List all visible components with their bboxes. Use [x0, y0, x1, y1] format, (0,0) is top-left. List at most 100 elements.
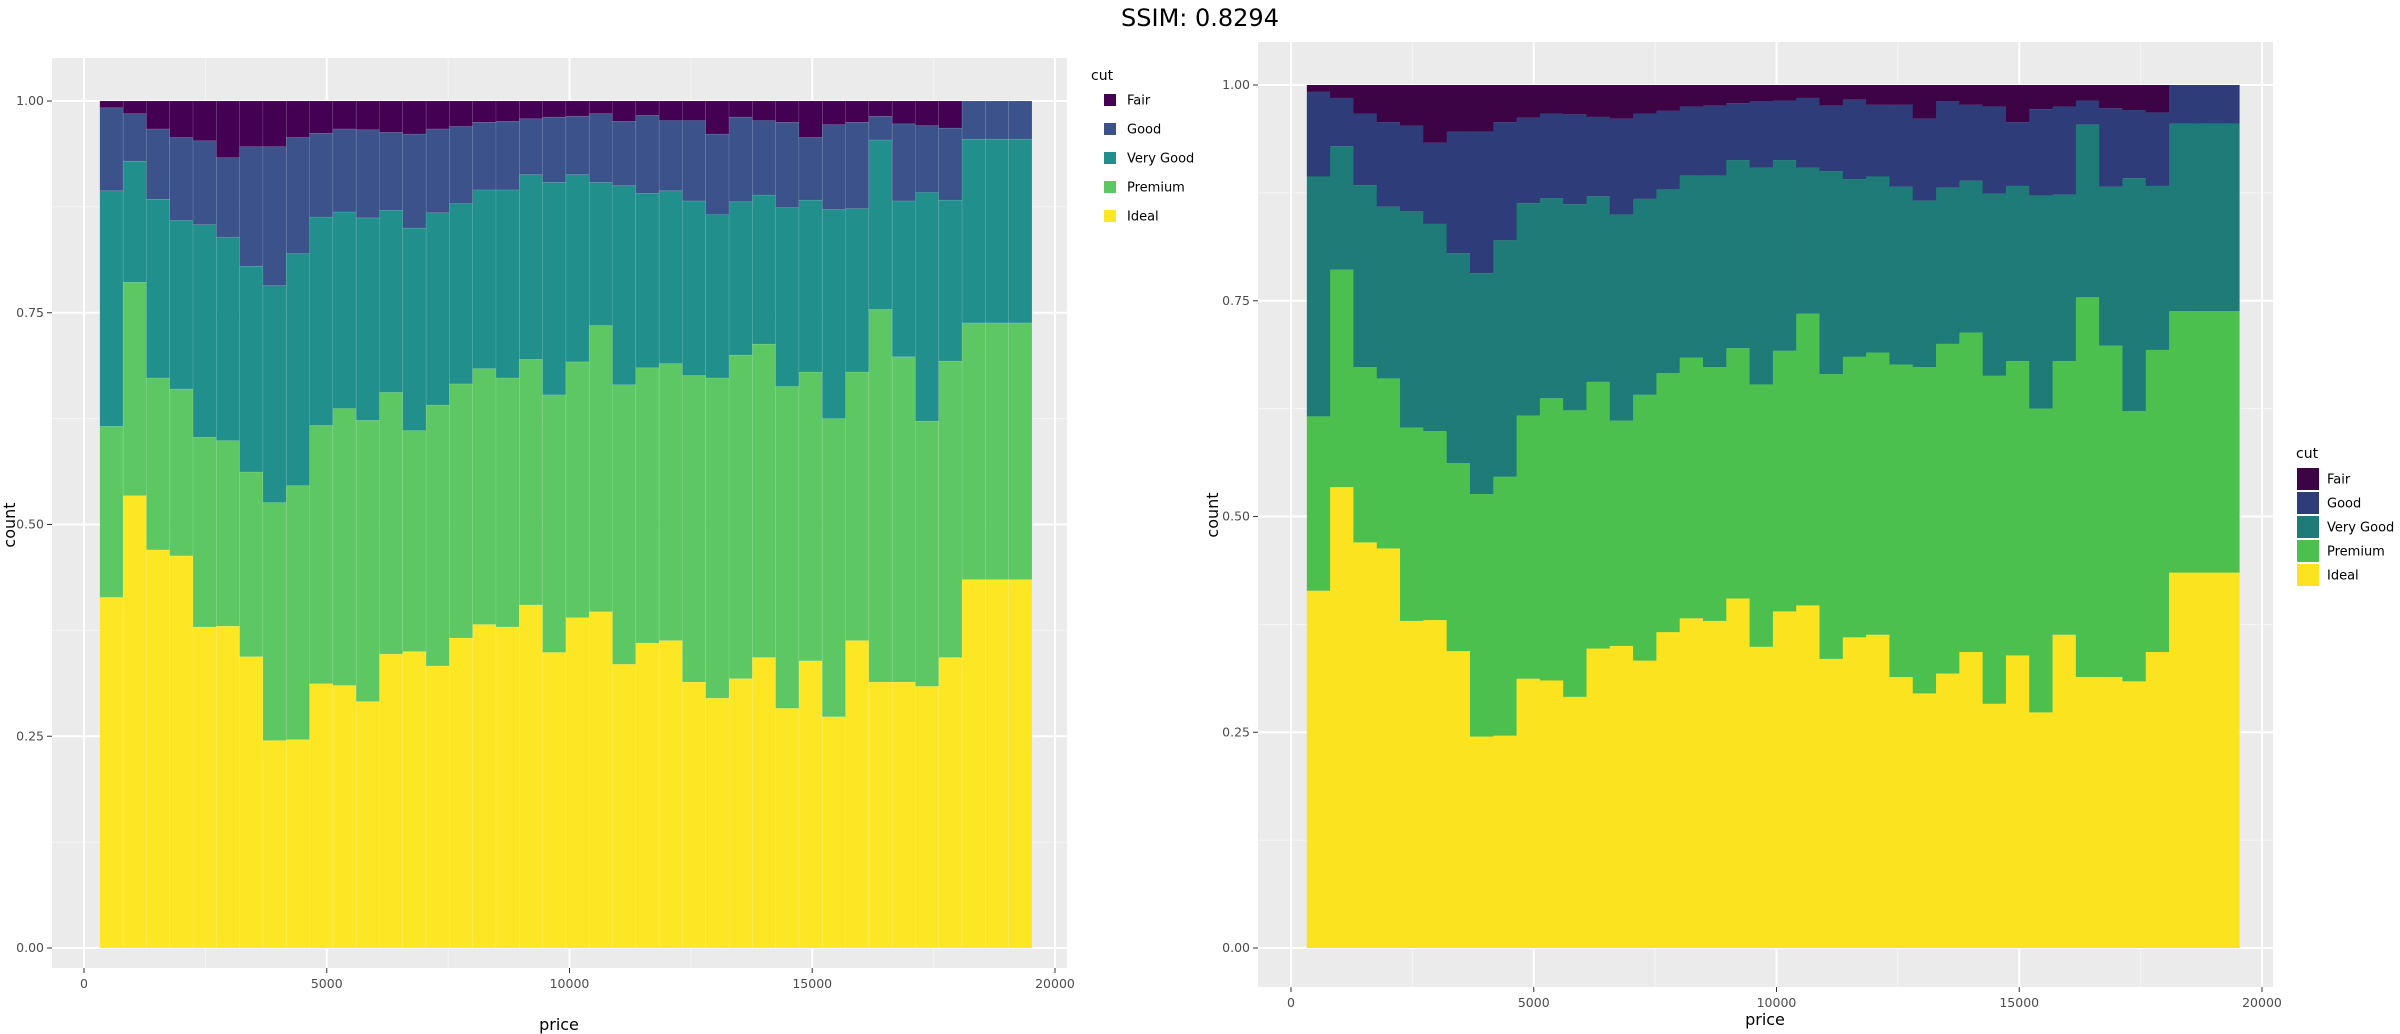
bar-good	[612, 121, 637, 187]
bar-very-good	[355, 217, 380, 421]
bar-premium	[355, 420, 380, 702]
bar-premium	[1772, 350, 1797, 612]
bar-very-good	[2169, 123, 2193, 312]
bar-fair	[402, 100, 427, 135]
bar-premium	[1889, 364, 1914, 678]
bar-good	[1469, 131, 1494, 274]
bar-premium	[845, 371, 870, 641]
bar-fair	[495, 100, 520, 122]
bar-very-good	[752, 194, 776, 345]
bar-premium	[495, 377, 520, 628]
legend: cut Fair Good Very Good Premium Ideal	[2296, 446, 2394, 586]
y-tick-label: 1.00	[1222, 77, 1250, 92]
bar-premium	[192, 436, 217, 628]
bar-very-good	[1353, 185, 1378, 368]
bar-very-good	[472, 189, 497, 369]
bar-very-good	[495, 189, 520, 379]
bar-ideal	[915, 685, 940, 949]
bar-good	[1749, 101, 1774, 168]
bar-ideal	[845, 640, 870, 949]
bar-fair	[612, 100, 637, 122]
bar-good	[798, 137, 823, 201]
y-tick-label: 0.50	[16, 517, 44, 532]
bar-very-good	[1982, 193, 2007, 376]
bar-ideal	[1376, 548, 1401, 948]
bar-ideal	[472, 624, 497, 949]
ssim-title: SSIM: 0.8294	[1121, 4, 1279, 32]
y-tick-label: 1.00	[16, 93, 44, 108]
bar-fair	[845, 100, 870, 123]
bar-ideal	[1796, 605, 1821, 948]
bar-good	[542, 116, 567, 183]
bar-good	[2099, 108, 2124, 187]
bar-very-good	[1446, 253, 1471, 463]
bar-good	[1702, 105, 1727, 176]
bar-good	[122, 113, 147, 162]
bar-premium	[146, 377, 171, 551]
bar-premium	[542, 394, 567, 653]
bar-fair	[99, 100, 124, 109]
bar-premium	[2215, 311, 2240, 573]
bar-ideal	[1423, 620, 1448, 948]
bar-good	[449, 126, 473, 204]
bar-very-good	[798, 199, 823, 373]
bar-fair	[379, 100, 404, 133]
x-axis-title: price	[1745, 1010, 1785, 1029]
y-tick-label: 0.00	[1222, 940, 1250, 955]
bar-good	[2122, 110, 2147, 179]
bar-ideal	[1726, 598, 1751, 948]
bar-ideal	[449, 637, 473, 949]
bar-very-good	[565, 174, 590, 363]
bar-fair	[1982, 85, 2007, 107]
bar-good	[2192, 85, 2217, 124]
bar-premium	[216, 440, 240, 627]
bar-ideal	[1516, 678, 1541, 948]
bar-fair	[938, 100, 963, 129]
bar-fair	[1889, 85, 1914, 105]
bar-ideal	[565, 617, 590, 949]
bar-premium	[1912, 367, 1937, 694]
bar-very-good	[332, 211, 357, 409]
bar-very-good	[1563, 204, 1588, 411]
bar-fair	[262, 100, 287, 148]
bar-very-good	[682, 200, 707, 376]
bar-fair	[1609, 85, 1634, 119]
bar-very-good	[1516, 203, 1541, 416]
bar-fair	[239, 100, 264, 148]
legend-label-ideal: Ideal	[1127, 210, 1159, 225]
bar-good	[985, 100, 1009, 140]
bar-ideal	[1772, 611, 1797, 948]
bar-fair	[1330, 85, 1355, 98]
bar-good	[379, 132, 404, 211]
bar-ideal	[122, 495, 147, 949]
bar-very-good	[518, 174, 543, 360]
bar-good	[472, 121, 497, 191]
bar-ideal	[1493, 735, 1518, 948]
bar-very-good	[216, 237, 240, 441]
bar-premium	[169, 388, 194, 557]
bar-ideal	[1749, 646, 1774, 948]
legend-key-very-good	[1104, 152, 1116, 164]
bar-good	[1400, 125, 1424, 211]
bar-very-good	[1656, 189, 1681, 374]
bar-fair	[1912, 85, 1937, 119]
bar-ideal	[1539, 680, 1564, 948]
y-tick-label: 0.00	[16, 940, 44, 955]
bar-fair	[2029, 85, 2054, 110]
bar-very-good	[262, 285, 287, 503]
bar-good	[1539, 113, 1564, 199]
bar-very-good	[1008, 138, 1033, 324]
bar-fair	[1936, 85, 1960, 102]
bar-very-good	[146, 198, 171, 379]
bar-good	[588, 113, 613, 183]
chart-left: 0 5000 10000 15000 20000 0.00 0.25 0.50 0.75 1.00…	[0, 58, 1194, 1034]
bar-ideal	[752, 657, 776, 949]
bar-premium	[775, 386, 800, 709]
bar-good	[1008, 100, 1033, 140]
x-tick-label: 0	[1287, 995, 1295, 1010]
bar-good	[821, 124, 846, 210]
bar-very-good	[1330, 146, 1355, 270]
bar-ideal	[518, 604, 543, 949]
bar-good	[1609, 118, 1634, 215]
bar-fair	[588, 100, 613, 115]
